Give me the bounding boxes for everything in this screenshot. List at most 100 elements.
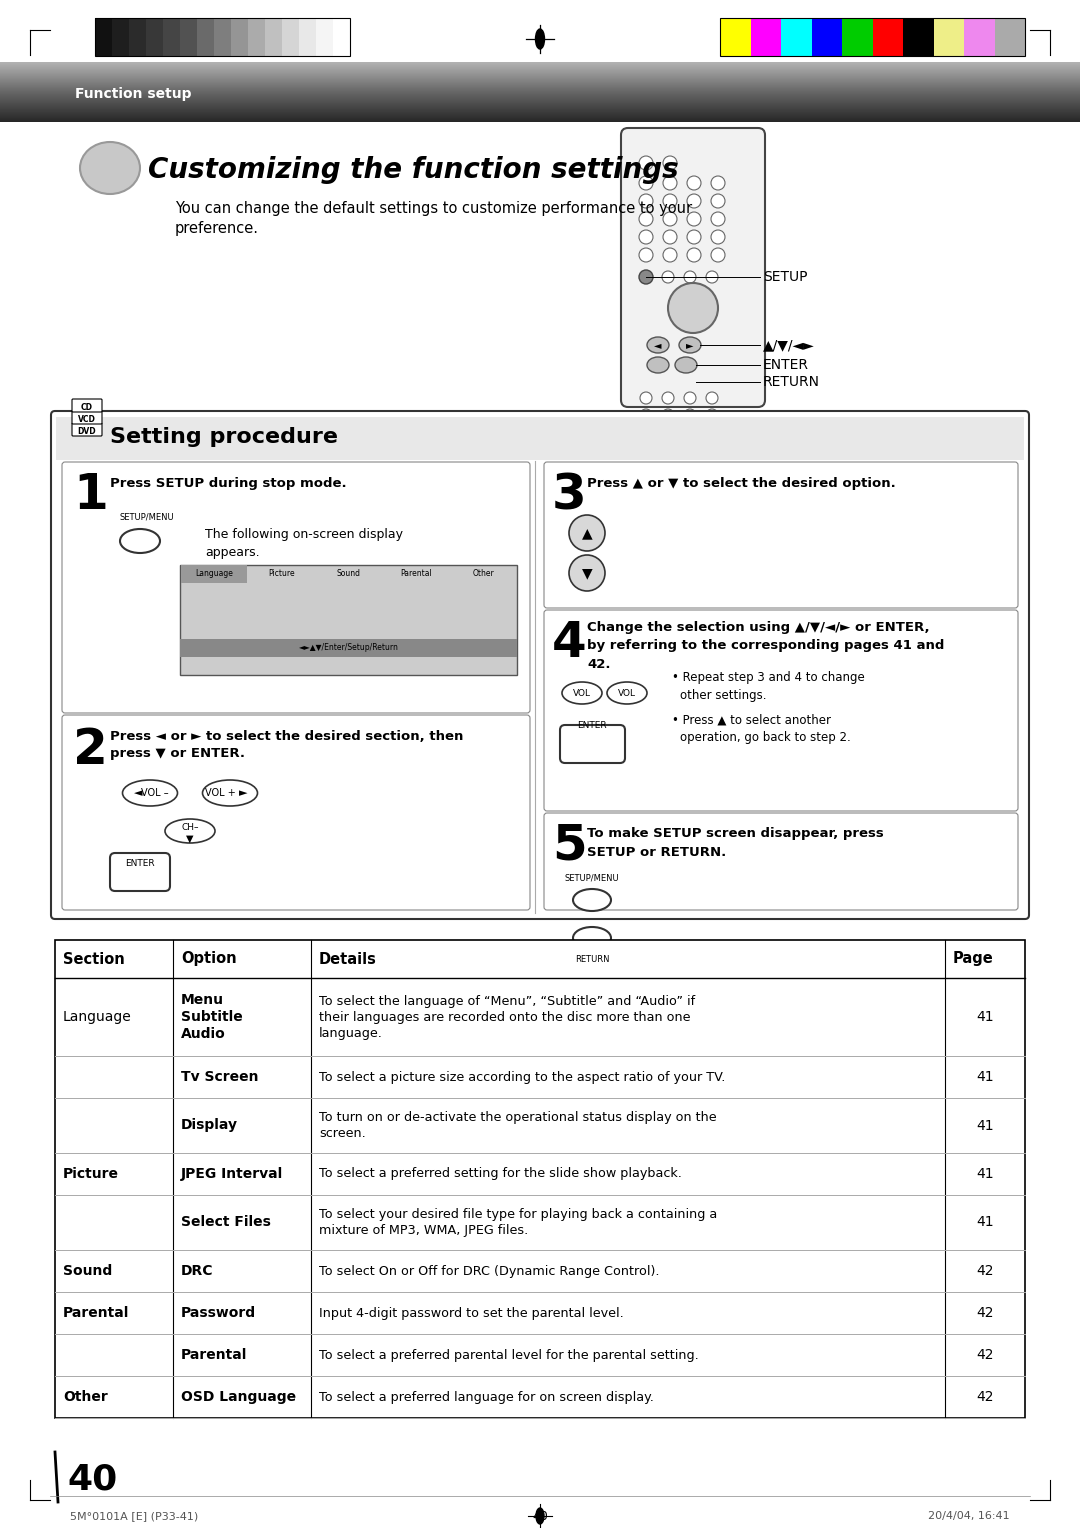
- Text: ►: ►: [686, 341, 693, 350]
- Text: To select a picture size according to the aspect ratio of your TV.: To select a picture size according to th…: [319, 1071, 726, 1083]
- Text: Sound: Sound: [337, 570, 361, 579]
- FancyBboxPatch shape: [72, 411, 102, 423]
- Text: Language: Language: [63, 1010, 132, 1024]
- Text: 40: 40: [532, 1510, 548, 1522]
- Bar: [112, 18, 129, 57]
- Text: ▲/▼/◄►: ▲/▼/◄►: [762, 338, 814, 351]
- Ellipse shape: [536, 29, 544, 49]
- Ellipse shape: [573, 889, 611, 911]
- Circle shape: [711, 194, 725, 208]
- Bar: [56, 417, 1024, 460]
- Text: VCD: VCD: [78, 414, 96, 423]
- Circle shape: [684, 410, 696, 422]
- Text: ▼: ▼: [186, 834, 193, 843]
- Bar: [720, 18, 751, 57]
- Text: VOL: VOL: [618, 689, 636, 697]
- Bar: [751, 18, 781, 57]
- Text: • Press ▲ to select another: • Press ▲ to select another: [672, 714, 831, 726]
- Circle shape: [662, 426, 674, 439]
- Bar: [55, 940, 1025, 1418]
- Text: OSD Language: OSD Language: [181, 1390, 296, 1404]
- Bar: [995, 18, 1025, 57]
- Ellipse shape: [562, 681, 602, 704]
- Bar: [180, 18, 197, 57]
- Text: Details: Details: [319, 952, 377, 967]
- Circle shape: [663, 194, 677, 208]
- Text: Function setup: Function setup: [75, 87, 191, 101]
- Text: You can change the default settings to customize performance to your: You can change the default settings to c…: [175, 200, 692, 215]
- Text: VOL: VOL: [573, 689, 591, 697]
- Circle shape: [662, 410, 674, 422]
- Text: 41: 41: [976, 1118, 994, 1132]
- Text: JPEG Interval: JPEG Interval: [181, 1167, 283, 1181]
- Circle shape: [711, 231, 725, 244]
- Ellipse shape: [675, 358, 697, 373]
- Bar: [248, 18, 265, 57]
- Text: ▼: ▼: [582, 565, 592, 581]
- Text: Setting procedure: Setting procedure: [110, 426, 338, 448]
- Text: SETUP or RETURN.: SETUP or RETURN.: [588, 845, 726, 859]
- Bar: [842, 18, 873, 57]
- Text: VOL +: VOL +: [204, 788, 235, 798]
- Circle shape: [639, 270, 653, 284]
- Ellipse shape: [573, 927, 611, 949]
- Text: DRC: DRC: [181, 1264, 214, 1277]
- Text: 5M°0101A [E] (P33-41): 5M°0101A [E] (P33-41): [70, 1511, 199, 1520]
- Bar: [333, 18, 350, 57]
- Bar: [933, 18, 964, 57]
- Bar: [95, 18, 350, 57]
- Text: To select a preferred parental level for the parental setting.: To select a preferred parental level for…: [319, 1349, 699, 1361]
- Bar: [129, 18, 146, 57]
- Text: Picture: Picture: [63, 1167, 119, 1181]
- Text: operation, go back to step 2.: operation, go back to step 2.: [680, 732, 851, 744]
- Bar: [180, 565, 517, 675]
- Text: other settings.: other settings.: [680, 689, 767, 703]
- Circle shape: [687, 194, 701, 208]
- Circle shape: [687, 212, 701, 226]
- Bar: [214, 18, 231, 57]
- Circle shape: [663, 156, 677, 170]
- FancyBboxPatch shape: [72, 399, 102, 413]
- Bar: [180, 639, 517, 657]
- FancyBboxPatch shape: [62, 461, 530, 714]
- Text: Other: Other: [472, 570, 495, 579]
- Text: 41: 41: [976, 1070, 994, 1083]
- Ellipse shape: [80, 142, 140, 194]
- Text: CH–: CH–: [181, 822, 199, 831]
- Circle shape: [639, 231, 653, 244]
- Text: ENTER: ENTER: [125, 859, 154, 868]
- Bar: [811, 18, 842, 57]
- Bar: [299, 18, 316, 57]
- Circle shape: [663, 176, 677, 189]
- Circle shape: [687, 176, 701, 189]
- Bar: [781, 18, 811, 57]
- Text: preference.: preference.: [175, 220, 259, 235]
- Text: ENTER: ENTER: [762, 358, 809, 371]
- Ellipse shape: [536, 1508, 544, 1523]
- Text: To select a preferred language for on screen display.: To select a preferred language for on sc…: [319, 1390, 653, 1404]
- Circle shape: [569, 515, 605, 552]
- Text: Option: Option: [181, 952, 237, 967]
- Text: Section: Section: [63, 952, 125, 967]
- Text: Language: Language: [194, 570, 232, 579]
- Circle shape: [663, 248, 677, 261]
- Text: • Repeat step 3 and 4 to change: • Repeat step 3 and 4 to change: [672, 671, 865, 685]
- Text: Change the selection using ▲/▼/◄/► or ENTER,: Change the selection using ▲/▼/◄/► or EN…: [588, 622, 930, 634]
- Text: 42: 42: [976, 1306, 994, 1320]
- Ellipse shape: [647, 338, 669, 353]
- Text: 40: 40: [67, 1462, 118, 1497]
- Ellipse shape: [647, 358, 669, 373]
- Circle shape: [639, 156, 653, 170]
- FancyBboxPatch shape: [110, 853, 170, 891]
- Text: 1: 1: [73, 471, 108, 520]
- Text: Input 4-digit password to set the parental level.: Input 4-digit password to set the parent…: [319, 1306, 624, 1320]
- FancyBboxPatch shape: [51, 411, 1029, 918]
- Text: To turn on or de-activate the operational status display on the
screen.: To turn on or de-activate the operationa…: [319, 1111, 717, 1140]
- FancyBboxPatch shape: [561, 724, 625, 762]
- Text: To select your desired file type for playing back a containing a
mixture of MP3,: To select your desired file type for pla…: [319, 1209, 717, 1238]
- FancyBboxPatch shape: [621, 128, 765, 406]
- Text: DVD: DVD: [78, 426, 96, 435]
- Text: SETUP: SETUP: [762, 270, 808, 284]
- Text: 3: 3: [552, 471, 586, 520]
- Circle shape: [684, 426, 696, 439]
